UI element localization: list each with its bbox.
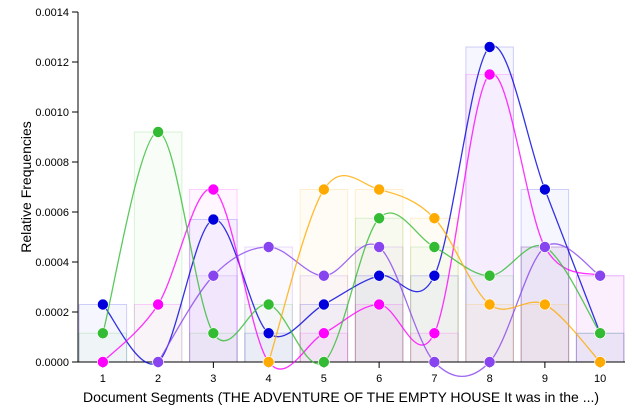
point-s4-7[interactable] <box>428 212 441 225</box>
point-s3-2[interactable] <box>152 356 164 368</box>
point-s0-6[interactable] <box>373 269 385 282</box>
x-tick-label: 9 <box>542 373 548 385</box>
x-tick-label: 7 <box>431 373 437 385</box>
y-tick-label: 0.0004 <box>35 257 69 269</box>
point-s0-3[interactable] <box>207 213 220 226</box>
point-s1-7[interactable] <box>428 327 441 340</box>
point-s2-8[interactable] <box>483 269 496 282</box>
bar-s4-9 <box>520 304 570 363</box>
point-s3-5[interactable] <box>318 269 330 282</box>
y-tick-label: 0.0014 <box>35 7 69 19</box>
point-s2-1[interactable] <box>97 327 109 340</box>
y-axis-title: Relative Frequencies <box>18 121 34 253</box>
point-s1-3[interactable] <box>207 183 220 196</box>
point-s2-5[interactable] <box>318 356 330 368</box>
point-s2-3[interactable] <box>207 327 220 340</box>
series-line-1 <box>102 73 601 370</box>
bar-s3-3 <box>189 275 238 363</box>
point-s1-5[interactable] <box>318 327 330 340</box>
point-s4-8[interactable] <box>483 298 496 311</box>
point-s2-10[interactable] <box>594 327 606 340</box>
point-s2-7[interactable] <box>428 241 441 253</box>
x-tick-label: 5 <box>321 373 327 385</box>
point-s2-6[interactable] <box>373 212 385 225</box>
point-s1-8[interactable] <box>483 68 496 81</box>
point-s4-5[interactable] <box>318 183 330 196</box>
point-s0-7[interactable] <box>428 269 441 282</box>
x-tick-label: 8 <box>487 373 493 385</box>
y-tick-label: 0.0000 <box>35 357 69 369</box>
point-s0-8[interactable] <box>483 41 496 53</box>
point-s1-2[interactable] <box>152 298 164 311</box>
point-s4-10[interactable] <box>594 356 606 368</box>
point-s3-7[interactable] <box>428 356 441 368</box>
y-tick-label: 0.0006 <box>35 207 69 219</box>
point-s4-9[interactable] <box>539 298 551 311</box>
point-s3-9[interactable] <box>539 241 551 253</box>
x-tick-label: 4 <box>266 373 272 385</box>
point-s3-8[interactable] <box>483 356 496 368</box>
point-s2-4[interactable] <box>262 298 275 311</box>
point-s3-6[interactable] <box>373 241 385 253</box>
point-s1-6[interactable] <box>373 298 385 311</box>
bar-s4-8 <box>465 304 514 363</box>
point-s0-4[interactable] <box>262 327 275 340</box>
point-s0-5[interactable] <box>318 298 330 311</box>
point-s3-10[interactable] <box>594 269 606 282</box>
point-s1-1[interactable] <box>97 356 109 368</box>
point-s4-4[interactable] <box>262 356 275 368</box>
y-tick-label: 0.0010 <box>35 107 69 119</box>
y-tick-label: 0.0012 <box>35 57 69 69</box>
point-s3-4[interactable] <box>262 241 275 253</box>
y-tick-label: 0.0002 <box>35 307 69 319</box>
x-tick-label: 1 <box>100 373 106 385</box>
point-s4-6[interactable] <box>373 183 385 196</box>
x-tick-label: 2 <box>155 373 161 385</box>
series-points <box>97 41 606 368</box>
y-tick-label: 0.0008 <box>35 157 69 169</box>
x-axis-title: Document Segments (THE ADVENTURE OF THE … <box>83 389 599 405</box>
x-tick-label: 3 <box>210 373 216 385</box>
x-tick-label: 10 <box>594 373 606 385</box>
point-s0-9[interactable] <box>539 183 551 196</box>
bar-s4-7 <box>410 217 459 363</box>
point-s0-1[interactable] <box>97 298 109 311</box>
point-s2-2[interactable] <box>152 126 164 138</box>
x-tick-label: 6 <box>376 373 382 385</box>
point-s3-3[interactable] <box>207 269 220 282</box>
